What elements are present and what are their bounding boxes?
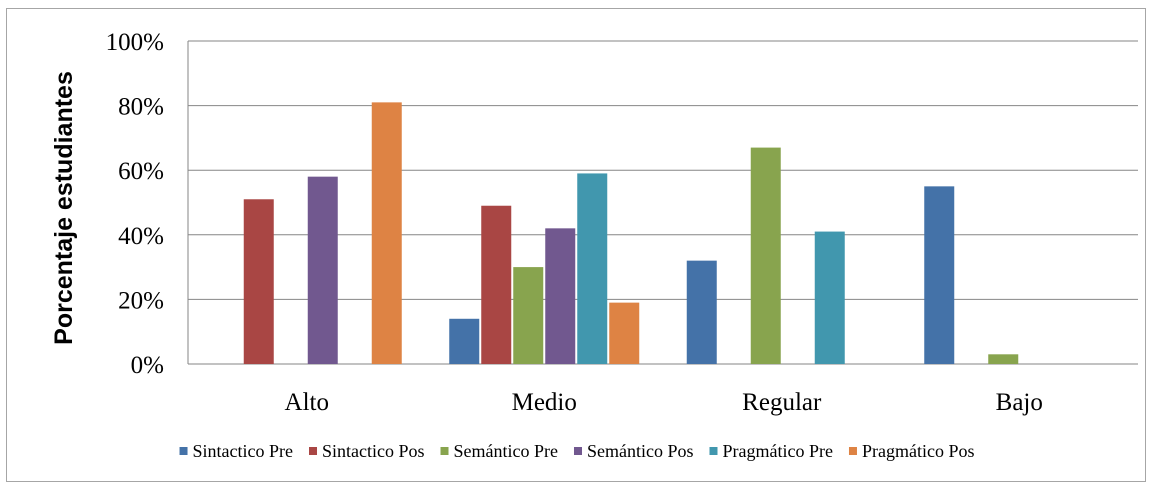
- bar: [609, 302, 640, 364]
- legend: Sintactico Pre Sintactico Pos Semántico Pr…: [179, 441, 975, 461]
- bar: [307, 176, 338, 364]
- legend-item: Sintactico Pos: [309, 441, 425, 461]
- y-axis-ticks: 0% 20% 40% 60% 80% 100%: [106, 29, 164, 379]
- legend-item: Pragmático Pre: [709, 441, 833, 461]
- y-tick-label: 40%: [118, 223, 164, 250]
- x-axis-categories: Alto Medio Regular Bajo: [285, 389, 1043, 416]
- bar: [449, 318, 480, 364]
- legend-label: Semántico Pos: [587, 441, 694, 461]
- legend-label: Sintactico Pos: [322, 441, 425, 461]
- bar: [814, 231, 845, 364]
- legend-item: Semántico Pre: [440, 441, 558, 461]
- legend-swatch: [573, 447, 582, 455]
- bar: [988, 354, 1019, 364]
- bar: [686, 260, 717, 364]
- bar: [545, 228, 576, 364]
- y-axis-label: Porcentaje estudiantes: [50, 71, 78, 345]
- bar: [243, 199, 274, 364]
- legend-label: Pragmático Pre: [722, 441, 832, 461]
- legend-swatch: [309, 447, 318, 455]
- legend-item: Pragmático Pos: [848, 441, 975, 461]
- bar: [924, 186, 955, 364]
- legend-label: Semántico Pre: [454, 441, 558, 461]
- bar: [481, 205, 512, 364]
- legend-swatch: [179, 447, 188, 455]
- bar: [577, 173, 608, 364]
- legend-item: Semántico Pos: [573, 441, 694, 461]
- x-category-label: Regular: [742, 389, 822, 416]
- bar: [371, 102, 402, 365]
- bar: [750, 147, 781, 364]
- legend-swatch: [440, 447, 449, 455]
- y-tick-label: 0%: [131, 352, 164, 379]
- bars: [243, 102, 1019, 365]
- y-tick-label: 100%: [106, 29, 164, 56]
- legend-swatch: [848, 447, 857, 455]
- x-category-label: Medio: [512, 389, 577, 416]
- y-tick-label: 80%: [118, 94, 164, 121]
- y-tick-label: 60%: [118, 158, 164, 185]
- y-tick-label: 20%: [118, 287, 164, 314]
- legend-label: Pragmático Pos: [862, 441, 975, 461]
- x-category-label: Alto: [285, 389, 329, 416]
- bar: [513, 267, 544, 364]
- legend-item: Sintactico Pre: [179, 441, 293, 461]
- legend-swatch: [709, 447, 718, 455]
- gridlines: [187, 40, 1138, 365]
- chart-frame: [6, 8, 1146, 482]
- x-category-label: Bajo: [996, 389, 1043, 416]
- legend-label: Sintactico Pre: [193, 441, 293, 461]
